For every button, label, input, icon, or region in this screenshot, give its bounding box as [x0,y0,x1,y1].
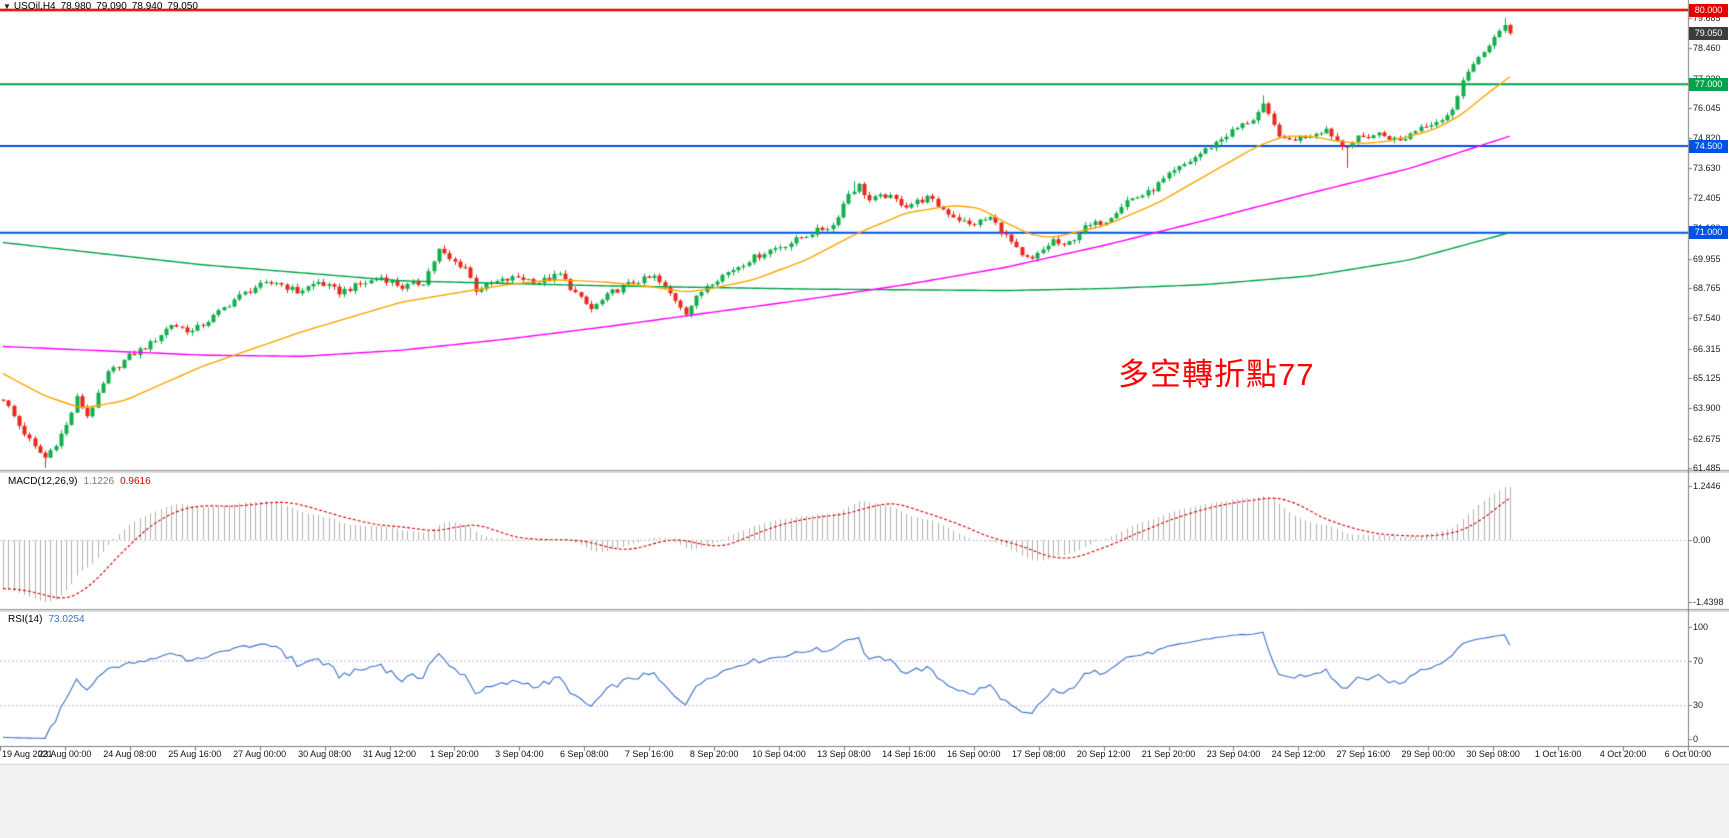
price-chart-canvas[interactable] [0,0,1729,838]
mt4-chart-window: ▼ USOil,H4 78.980 79.090 78.940 79.050 多空轉折點7… [0,0,1729,838]
